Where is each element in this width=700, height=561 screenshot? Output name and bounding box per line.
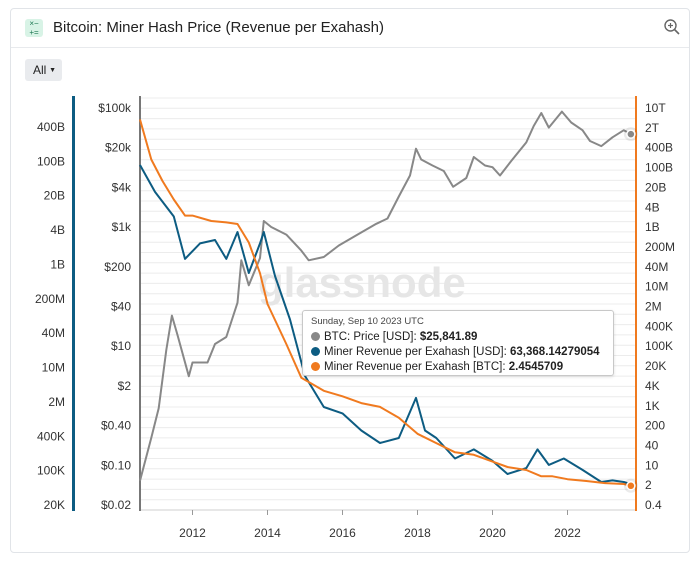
left-inner-axis-bar — [139, 96, 141, 511]
y-tick-label: 10M — [42, 361, 65, 375]
y-tick-label: 40M — [42, 326, 65, 340]
watermark: glassnode — [258, 259, 466, 306]
range-select-button[interactable]: All ▼ — [25, 59, 62, 81]
y-tick-label: 2M — [48, 395, 65, 409]
right-axis: 10T 2T 400B 100B 20B 4B 1B 200M 40M 10M 2M 400K 100K… — [645, 101, 675, 512]
tooltip-date: Sunday, Sep 10 2023 UTC — [311, 316, 424, 327]
calculator-icon: ×− += — [25, 19, 43, 37]
tooltip-label: Miner Revenue per Exahash [BTC]: — [324, 361, 506, 373]
highlight-markers — [623, 127, 638, 493]
y-tick-label: 10T — [645, 101, 666, 115]
y-tick-label: 100K — [37, 464, 65, 478]
y-tick-label: 200M — [35, 292, 65, 306]
range-select-label: All — [33, 63, 47, 77]
usd-dot-icon — [311, 347, 320, 356]
y-tick-label: 2M — [645, 300, 662, 314]
y-tick-label: $2 — [118, 379, 132, 393]
y-tick-label: $10 — [111, 339, 131, 353]
y-tick-label: $40 — [111, 300, 131, 314]
y-tick-label: 20K — [645, 359, 666, 373]
y-tick-label: 20K — [44, 498, 65, 512]
y-tick-label: 100K — [645, 339, 673, 353]
tooltip-value: $25,841.89 — [419, 331, 478, 343]
y-tick-label: 400K — [37, 429, 65, 443]
y-tick-label: 4K — [645, 379, 660, 393]
tooltip-label: Miner Revenue per Exahash [USD]: — [324, 346, 507, 358]
y-tick-label: 1K — [645, 399, 660, 413]
card-header: ×− += Bitcoin: Miner Hash Price (Revenue … — [11, 9, 689, 48]
tooltip-label: BTC: Price [USD]: — [324, 331, 417, 343]
x-tick-label: 2016 — [329, 526, 356, 540]
y-tick-label: $0.10 — [101, 458, 131, 472]
x-tick-label: 2018 — [404, 526, 431, 540]
y-tick-label: 40 — [645, 438, 659, 452]
x-tick-label: 2020 — [479, 526, 506, 540]
y-tick-label: 40M — [645, 260, 668, 274]
left-outer-axis: 400B 100B 20B 4B 1B 200M 40M 10M 2M 400K 100K 20K — [35, 120, 65, 512]
y-tick-label: 10M — [645, 280, 668, 294]
x-tick-label: 2022 — [554, 526, 581, 540]
highlight-point — [626, 481, 636, 491]
y-tick-label: 100B — [37, 154, 65, 168]
y-tick-label: 1B — [50, 257, 65, 271]
y-tick-label: 2 — [645, 478, 652, 492]
y-tick-label: 0.4 — [645, 498, 662, 512]
y-tick-label: 2T — [645, 121, 660, 135]
y-tick-label: 200M — [645, 240, 675, 254]
y-tick-label: $20k — [105, 141, 132, 155]
highlight-point — [626, 129, 636, 139]
y-tick-label: 10 — [645, 458, 659, 472]
y-tick-label: 200 — [645, 419, 665, 433]
tooltip-value: 2.4545709 — [508, 361, 564, 373]
y-tick-label: 400B — [37, 120, 65, 134]
series-line — [139, 110, 632, 481]
btc-dot-icon — [311, 362, 320, 371]
zoom-in-icon[interactable] — [663, 18, 681, 36]
tooltip: Sunday, Sep 10 2023 UTC BTC: Price [USD]… — [302, 310, 614, 376]
series-line — [139, 164, 632, 486]
series-line — [139, 119, 632, 487]
price-dot-icon — [311, 332, 320, 341]
y-tick-label: $100k — [98, 101, 132, 115]
y-tick-label: 400K — [645, 319, 673, 333]
y-tick-label: $200 — [104, 260, 131, 274]
left-outer-axis-bar — [72, 96, 75, 511]
tooltip-row-btc: Miner Revenue per Exahash [BTC]: 2.45457… — [311, 360, 605, 375]
y-tick-label: 400B — [645, 141, 673, 155]
y-tick-label: 1B — [645, 220, 660, 234]
chart-title: Bitcoin: Miner Hash Price (Revenue per E… — [53, 19, 384, 36]
y-tick-label: 4B — [645, 200, 660, 214]
series-group — [139, 110, 632, 487]
y-tick-label: $0.40 — [101, 419, 131, 433]
chevron-down-icon: ▼ — [49, 67, 56, 74]
tooltip-row-price: BTC: Price [USD]: $25,841.89 — [311, 330, 605, 345]
x-tick-label: 2014 — [254, 526, 281, 540]
y-tick-label: $4k — [112, 180, 132, 194]
y-tick-label: 100B — [645, 161, 673, 175]
left-inner-axis: $100k $20k $4k $1k $200 $40 $10 $2 $0.40 $0.10 $0.… — [98, 101, 132, 512]
x-tick-label: 2012 — [179, 526, 206, 540]
y-tick-label: $0.02 — [101, 498, 131, 512]
tooltip-value: 63,368.14279054 — [510, 346, 600, 358]
y-tick-label: 20B — [645, 180, 666, 194]
chart-card: ×− += Bitcoin: Miner Hash Price (Revenue … — [10, 8, 690, 553]
tooltip-row-usd: Miner Revenue per Exahash [USD]: 63,368.… — [311, 345, 605, 360]
y-tick-label: 20B — [44, 189, 65, 203]
x-axis: 2012 2014 2016 2018 2020 2022 — [179, 510, 581, 540]
y-tick-label: 4B — [50, 223, 65, 237]
y-tick-label: $1k — [112, 220, 132, 234]
right-axis-bar — [635, 96, 637, 511]
